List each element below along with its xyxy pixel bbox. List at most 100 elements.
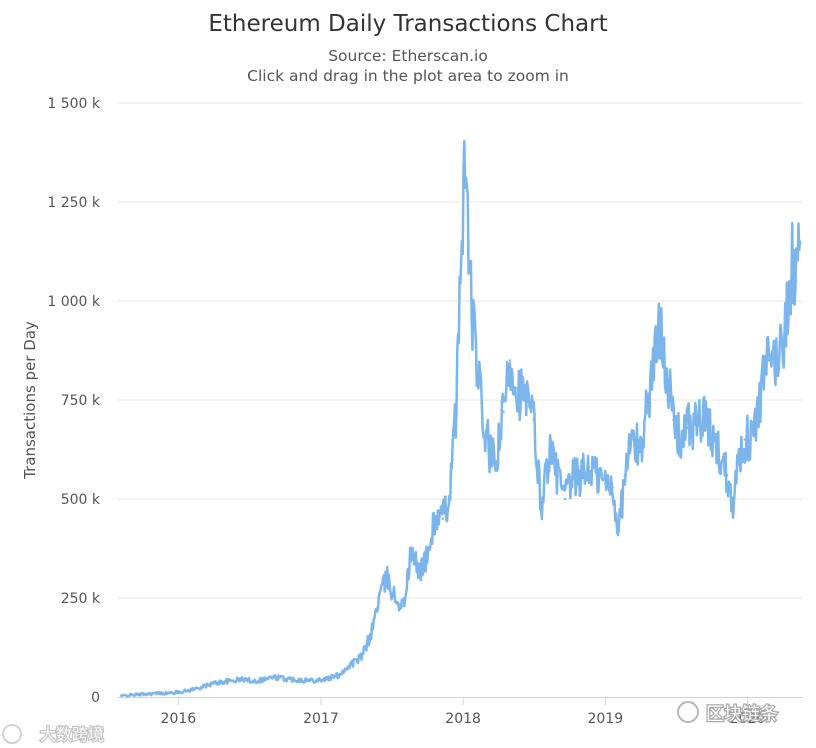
x-tick-label: 2018 [445,711,481,727]
data-point[interactable] [532,418,535,421]
data-point[interactable] [135,693,138,696]
data-point[interactable] [348,664,351,667]
x-tick-label: 2016 [161,711,197,727]
data-point[interactable] [639,450,642,453]
data-point[interactable] [660,319,663,322]
data-point[interactable] [494,466,497,469]
data-point[interactable] [666,379,669,382]
data-point[interactable] [791,260,794,263]
data-point[interactable] [702,418,705,421]
data-point[interactable] [539,505,543,509]
svg-text:区块链条: 区块链条 [706,704,778,725]
data-point[interactable] [794,280,798,283]
data-point[interactable] [611,485,614,489]
data-point[interactable] [623,474,626,477]
chart-subtitle-source: Source: Etherscan.io [328,47,488,65]
data-point[interactable] [717,450,721,453]
transactions-series-line[interactable] [120,139,802,698]
y-axis-title: Transactions per Day [21,321,39,480]
data-point[interactable] [488,450,491,453]
y-tick-label: 1 250 k [47,195,101,211]
plot-area[interactable] [119,139,802,698]
data-point[interactable] [227,679,231,683]
data-point[interactable] [426,557,429,560]
data-point[interactable] [463,161,466,164]
data-point[interactable] [617,529,621,532]
data-point[interactable] [737,458,741,461]
data-point[interactable] [441,517,445,520]
y-gridlines [118,102,802,599]
data-point[interactable] [524,398,527,402]
data-point[interactable] [447,497,450,501]
watermark-left: 大数跨境 [2,724,105,745]
data-point[interactable] [455,398,458,402]
data-point[interactable] [767,359,771,362]
data-point[interactable] [170,691,173,695]
svg-text:大数跨境: 大数跨境 [40,725,104,744]
data-point[interactable] [604,481,607,485]
data-point[interactable] [775,359,778,362]
data-point[interactable] [369,632,373,635]
data-point[interactable] [378,592,381,596]
data-point[interactable] [272,676,275,679]
y-tick-label: 500 k [61,492,101,508]
y-tick-label: 750 k [61,393,101,409]
data-point[interactable] [563,497,567,501]
data-point[interactable] [502,410,505,414]
data-point[interactable] [451,458,454,461]
data-point[interactable] [595,474,598,477]
data-point[interactable] [580,474,583,477]
data-point[interactable] [417,569,421,572]
data-point[interactable] [516,386,519,390]
data-point[interactable] [393,596,397,600]
data-point[interactable] [571,478,575,481]
data-point[interactable] [755,418,759,421]
data-point[interactable] [475,359,478,362]
data-point[interactable] [731,497,735,501]
data-point[interactable] [787,299,790,303]
data-point[interactable] [307,679,311,682]
data-point[interactable] [481,418,484,421]
data-point[interactable] [409,553,413,556]
data-point[interactable] [654,351,657,354]
data-point[interactable] [337,674,340,677]
data-point[interactable] [459,280,462,283]
data-point[interactable] [289,677,292,681]
watermark-right: 区块链条 [677,701,779,726]
data-point[interactable] [694,422,697,425]
data-point[interactable] [385,577,389,580]
data-point[interactable] [402,604,405,608]
data-point[interactable] [119,694,123,698]
data-point[interactable] [253,679,256,683]
data-point[interactable] [761,379,765,382]
data-point[interactable] [710,434,713,437]
data-point[interactable] [548,450,551,453]
data-point[interactable] [153,692,156,695]
data-point[interactable] [184,689,187,693]
data-point[interactable] [798,240,802,243]
data-point[interactable] [672,418,675,421]
data-point[interactable] [467,240,470,243]
data-point[interactable] [212,681,216,685]
data-point[interactable] [241,677,245,681]
data-point[interactable] [508,359,512,362]
data-point[interactable] [325,677,328,681]
chart-subtitle-zoom-hint: Click and drag in the plot area to zoom … [247,67,569,85]
data-point[interactable] [781,339,785,342]
y-tick-label: 1 000 k [47,294,101,310]
data-point[interactable] [630,438,633,441]
data-point[interactable] [743,438,746,441]
data-point[interactable] [726,474,729,477]
data-point[interactable] [433,517,436,520]
data-point[interactable] [587,466,591,469]
data-point[interactable] [200,685,203,689]
chart-title: Ethereum Daily Transactions Chart [208,11,607,37]
data-point[interactable] [360,656,363,659]
data-point[interactable] [556,474,559,477]
data-point[interactable] [646,398,649,402]
data-point[interactable] [749,438,753,441]
data-point[interactable] [686,426,690,429]
data-point[interactable] [678,438,681,441]
data-point[interactable] [471,319,474,322]
